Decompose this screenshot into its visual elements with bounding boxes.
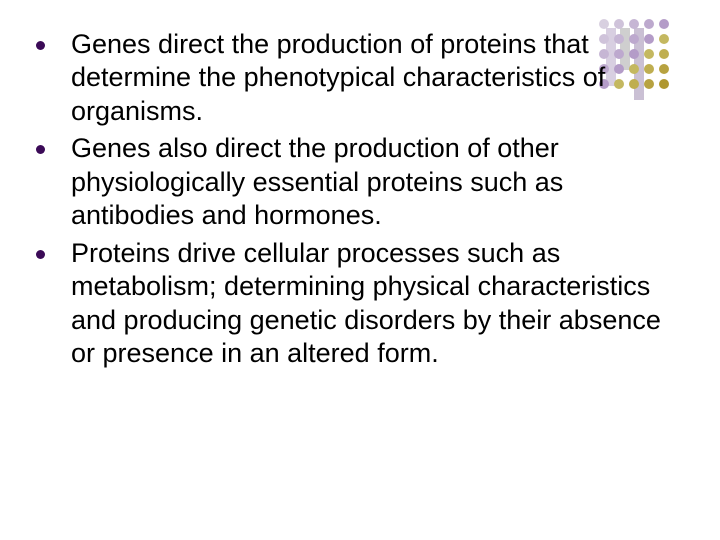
bullet-text: Genes direct the production of proteins … [71, 28, 680, 128]
bullet-item: Genes also direct the production of othe… [36, 132, 680, 232]
slide-content: Genes direct the production of proteins … [36, 28, 680, 375]
bullet-text: Proteins drive cellular processes such a… [71, 237, 680, 371]
bullet-item: Proteins drive cellular processes such a… [36, 237, 680, 371]
bullet-text: Genes also direct the production of othe… [71, 132, 680, 232]
bullet-item: Genes direct the production of proteins … [36, 28, 680, 128]
slide: Genes direct the production of proteins … [0, 0, 720, 540]
bullet-dot-icon [36, 250, 45, 259]
bullet-dot-icon [36, 41, 45, 50]
bullet-dot-icon [36, 145, 45, 154]
